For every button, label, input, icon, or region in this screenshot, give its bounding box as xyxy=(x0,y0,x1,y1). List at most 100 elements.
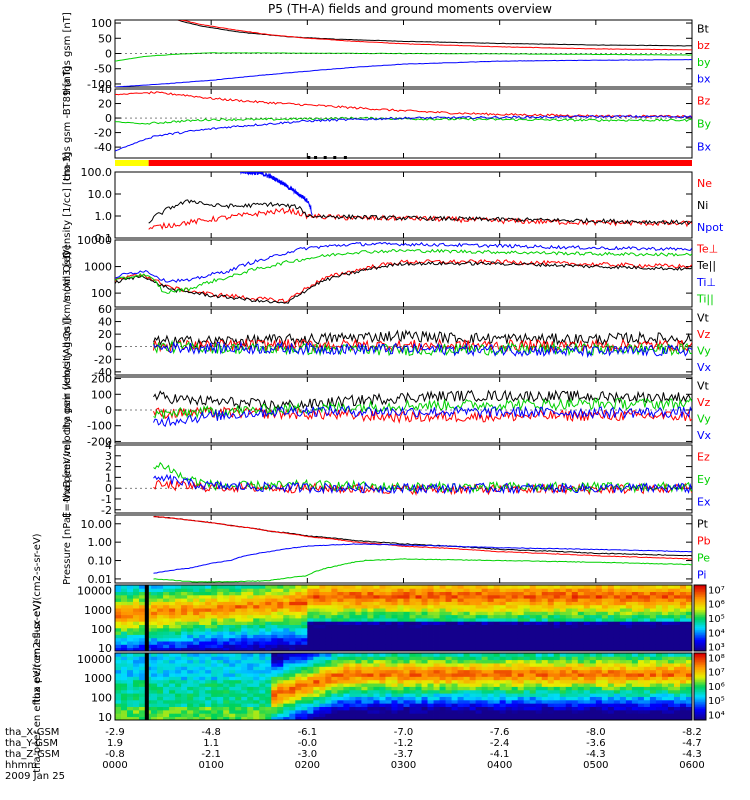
heatmap-cell xyxy=(637,627,645,632)
heatmap-cell xyxy=(565,689,573,694)
heatmap-cell xyxy=(283,653,290,657)
heatmap-cell xyxy=(343,594,350,599)
y-axis-label: E=-VxB [mV/m] xyxy=(62,440,73,518)
xaxis-row-value: 0600 xyxy=(679,760,704,771)
heatmap-cell xyxy=(583,591,591,596)
heatmap-cell xyxy=(595,659,603,664)
heatmap-cell xyxy=(625,647,633,652)
heatmap-cell xyxy=(247,699,254,704)
heatmap-cell xyxy=(235,709,242,714)
heatmap-cell xyxy=(541,604,549,609)
heatmap-cell xyxy=(319,709,326,714)
heatmap-cell xyxy=(517,601,525,606)
heatmap-cell xyxy=(589,627,597,632)
heatmap-cell xyxy=(391,656,398,661)
heatmap-cell xyxy=(373,631,380,635)
heatmap-cell xyxy=(187,647,194,652)
heatmap-cell xyxy=(547,673,555,677)
heatmap-cell xyxy=(187,669,194,674)
heatmap-cell xyxy=(307,604,314,609)
heatmap-cell xyxy=(511,588,519,592)
heatmap-cell xyxy=(535,637,543,642)
heatmap-cell xyxy=(613,716,621,721)
heatmap-cell xyxy=(121,604,128,609)
heatmap-cell xyxy=(607,641,615,645)
heatmap-cell xyxy=(229,588,236,592)
heatmap-cell xyxy=(337,699,344,704)
heatmap-cell xyxy=(445,699,452,704)
heatmap-cell xyxy=(295,679,302,684)
heatmap-cell xyxy=(415,666,422,671)
heatmap-cell xyxy=(445,679,452,684)
heatmap-cell xyxy=(151,614,158,619)
heatmap-cell xyxy=(211,611,218,616)
heatmap-cell xyxy=(499,676,507,681)
heatmap-cell xyxy=(343,585,350,589)
heatmap-cell xyxy=(439,706,446,711)
heatmap-cell xyxy=(487,647,495,652)
heatmap-cell xyxy=(295,686,302,691)
heatmap-cell xyxy=(601,614,609,619)
heatmap-cell xyxy=(325,709,332,714)
heatmap-cell xyxy=(199,644,206,649)
heatmap-cell xyxy=(277,601,284,606)
heatmap-cell xyxy=(601,585,609,589)
heatmap-cell xyxy=(415,676,422,681)
colorbar-cell xyxy=(694,673,706,676)
heatmap-cell xyxy=(361,637,368,642)
heatmap-cell xyxy=(277,585,284,589)
heatmap-cell xyxy=(217,709,224,714)
heatmap-cell xyxy=(541,676,549,681)
heatmap-cell xyxy=(409,614,416,619)
heatmap-cell xyxy=(415,696,422,701)
heatmap-cell xyxy=(499,637,507,642)
heatmap-cell xyxy=(241,689,248,694)
status-mark xyxy=(333,156,337,159)
heatmap-cell xyxy=(565,713,573,718)
heatmap-cell xyxy=(619,689,627,694)
heatmap-cell xyxy=(199,656,206,661)
heatmap-cell xyxy=(151,679,158,684)
heatmap-cell xyxy=(205,699,212,704)
heatmap-cell xyxy=(625,676,633,681)
heatmap-cell xyxy=(319,594,326,599)
heatmap-cell xyxy=(307,679,314,684)
heatmap-cell xyxy=(277,627,284,632)
heatmap-cell xyxy=(541,594,549,599)
colorbar-cell xyxy=(694,614,706,617)
heatmap-cell xyxy=(229,669,236,674)
heatmap-cell xyxy=(409,683,416,687)
series-line-ti xyxy=(115,248,692,294)
heatmap-cell xyxy=(307,611,314,616)
heatmap-cell xyxy=(457,686,464,691)
heatmap-cell xyxy=(337,703,344,707)
heatmap-cell xyxy=(487,634,495,639)
heatmap-cell xyxy=(307,641,314,645)
colorbar-cell xyxy=(694,703,706,706)
heatmap-cell xyxy=(667,611,675,616)
heatmap-cell xyxy=(415,634,422,639)
heatmap-cell xyxy=(481,683,489,687)
heatmap-cell xyxy=(127,703,134,707)
heatmap-cell xyxy=(313,634,320,639)
heatmap-cell xyxy=(115,591,122,596)
heatmap-cell xyxy=(211,591,218,596)
heatmap-cell xyxy=(643,611,651,616)
heatmap-cell xyxy=(325,631,332,635)
heatmap-cell xyxy=(151,699,158,704)
heatmap-cell xyxy=(523,656,531,661)
heatmap-cell xyxy=(469,693,477,697)
heatmap-cell xyxy=(157,663,164,667)
heatmap-cell xyxy=(451,627,458,632)
heatmap-cell xyxy=(481,644,489,649)
heatmap-cell xyxy=(313,624,320,629)
heatmap-cell xyxy=(253,676,260,681)
heatmap-cell xyxy=(157,653,164,657)
heatmap-cell xyxy=(595,673,603,677)
heatmap-cell xyxy=(673,647,681,652)
heatmap-cell xyxy=(205,585,212,589)
heatmap-cell xyxy=(499,588,507,592)
heatmap-cell xyxy=(505,611,513,616)
